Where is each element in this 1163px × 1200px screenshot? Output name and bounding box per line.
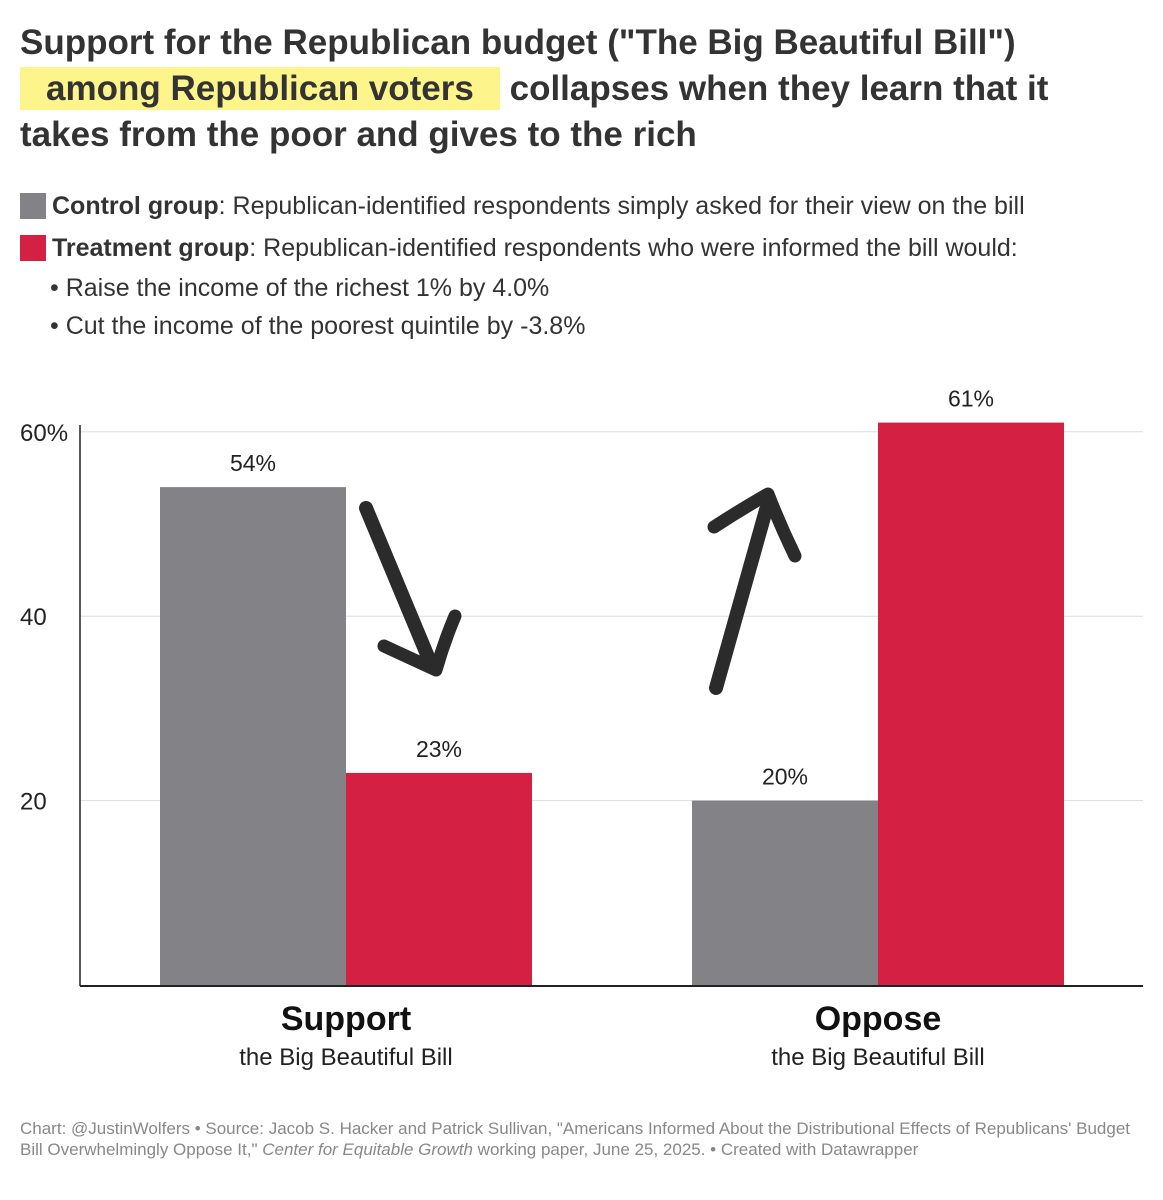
legend-control-text: Control group: Republican-identified res…: [52, 185, 1025, 227]
legend-bullet-1: • Raise the income of the richest 1% by …: [50, 274, 550, 302]
legend-control-label: Control group: [52, 192, 219, 220]
category-label: Support: [281, 1000, 411, 1038]
category-sublabel: the Big Beautiful Bill: [239, 1044, 452, 1071]
data-label: 20%: [762, 764, 808, 790]
legend-control-desc: : Republican-identified respondents simp…: [218, 192, 1025, 220]
source-publication: Center for Equitable Growth: [262, 1140, 473, 1159]
legend-item-treatment: Treatment group: Republican-identified r…: [20, 227, 1150, 269]
up-arrow-head-icon: [707, 487, 802, 563]
down-arrow-head-icon: [377, 609, 462, 677]
bar-treatment-support: [346, 772, 532, 985]
up-arrow-icon: [709, 503, 773, 695]
source-suffix: working paper, June 25, 2025. • Created …: [472, 1140, 919, 1159]
bar-treatment-oppose: [878, 422, 1064, 986]
title-line-1: Support for the Republican budget ("The …: [20, 23, 1016, 62]
legend: Control group: Republican-identified res…: [20, 185, 1150, 345]
y-tick-label: 20: [20, 789, 47, 816]
treatment-swatch: [20, 235, 46, 261]
data-label: 61%: [948, 386, 994, 412]
control-swatch: [20, 193, 46, 219]
data-label: 23%: [416, 736, 462, 762]
chart-svg: 20 40 60% 54% 20% 23% 61% Support the Big Beauti…: [20, 386, 1143, 1071]
title-line-3: takes from the poor and gives to the ric…: [20, 115, 697, 154]
bar-chart: 20 40 60% 54% 20% 23% 61% Support the Big Beauti…: [0, 370, 1163, 1095]
legend-treatment-label: Treatment group: [52, 234, 250, 262]
legend-treatment-text: Treatment group: Republican-identified r…: [52, 227, 1018, 269]
bar-control-support: [160, 487, 346, 985]
source-prefix: Chart: @JustinWolfers • Source: Jacob S.…: [20, 1119, 1130, 1159]
data-label: 54%: [230, 450, 276, 476]
chart-title: Support for the Republican budget ("The …: [20, 20, 1150, 158]
legend-treatment-desc: : Republican-identified respondents who …: [249, 234, 1018, 262]
legend-item-control: Control group: Republican-identified res…: [20, 185, 1150, 227]
y-tick-label: 60%: [20, 420, 68, 447]
title-highlight: among Republican voters: [20, 67, 500, 110]
bar-control-oppose: [692, 800, 878, 985]
y-tick-label: 40: [20, 604, 47, 631]
source-note: Chart: @JustinWolfers • Source: Jacob S.…: [20, 1118, 1140, 1160]
category-label: Oppose: [815, 1000, 942, 1038]
category-sublabel: the Big Beautiful Bill: [771, 1044, 984, 1071]
down-arrow-icon: [359, 501, 438, 671]
legend-bullet-2: • Cut the income of the poorest quintile…: [50, 312, 586, 340]
title-line-2: collapses when they learn that it: [509, 69, 1049, 108]
